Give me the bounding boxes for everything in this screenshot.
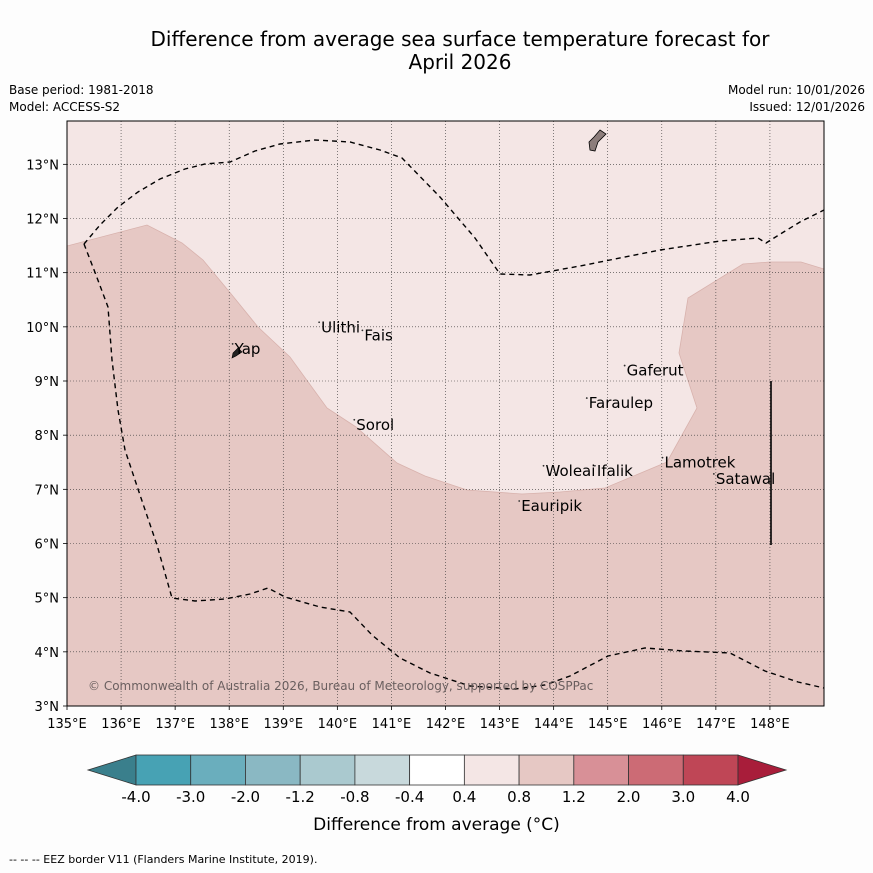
lon-tick-label: 138°E (209, 717, 249, 732)
footnote: -- -- -- EEZ border V11 (Flanders Marine… (9, 853, 318, 866)
colorbar-tick-label: 4.0 (726, 788, 750, 806)
lon-tick-label: 144°E (534, 717, 574, 732)
lon-tick-label: 146°E (642, 717, 682, 732)
colorbar-segment (682, 754, 739, 786)
yap-island (231, 347, 243, 359)
axis-labels: 135°E 136°E 137°E 138°E 139°E 140°E 141°E 142°E… (26, 158, 789, 732)
colorbar-segment (245, 754, 301, 786)
place-marker (318, 321, 321, 324)
colorbar (86, 754, 788, 786)
place-label-gaferut: Gaferut (627, 362, 684, 380)
colorbar-tick-label: -0.8 (340, 788, 370, 806)
colorbar-segment (299, 754, 356, 786)
colorbar-tick-label: -2.0 (230, 788, 261, 806)
copyright-text: © Commonwealth of Australia 2026, Bureau… (88, 679, 593, 693)
lon-tick-label: 140°E (318, 717, 358, 732)
lat-tick-label: 9°N (35, 375, 60, 390)
colorbar-extend-high (737, 754, 788, 786)
place-marker (361, 329, 364, 332)
lon-tick-label: 141°E (372, 717, 412, 732)
eez-border-west (83, 243, 824, 690)
lat-tick-label: 6°N (35, 538, 60, 553)
colorbar-tick-label: 3.0 (671, 788, 696, 806)
lon-tick-label: 142°E (426, 717, 466, 732)
meta-right: Model run: 10/01/2026 Issued: 12/01/2026 (728, 82, 865, 116)
lon-tick-label: 135°E (47, 717, 87, 732)
lon-tick-label: 137°E (155, 717, 195, 732)
title-line-1: Difference from average sea surface temp… (150, 27, 770, 51)
place-label-eauripik: Eauripik (521, 497, 582, 515)
lon-tick-label: 147°E (696, 717, 736, 732)
lat-tick-label: 4°N (35, 646, 60, 661)
colorbar-title: Difference from average (°C) (313, 815, 560, 835)
place-marker (518, 500, 521, 502)
place-marker (542, 464, 545, 467)
place-label-lamotrek: Lamotrek (664, 454, 735, 472)
colorbar-segment (190, 754, 246, 786)
lat-tick-label: 10°N (26, 321, 59, 336)
lon-tick-label: 148°E (750, 717, 790, 732)
place-label-ifalik: Ifalik (597, 462, 633, 480)
lat-tick-label: 13°N (26, 158, 59, 173)
colorbar-segment (409, 754, 465, 786)
lon-tick-label: 145°E (588, 717, 628, 732)
lon-tick-label: 136°E (101, 717, 141, 732)
base-period: Base period: 1981-2018 (9, 83, 154, 97)
place-label-sorol: Sorol (356, 416, 394, 434)
place-label-satawal: Satawal (716, 470, 775, 488)
place-label-faraulep: Faraulep (589, 394, 653, 412)
model-name: Model: ACCESS-S2 (9, 100, 121, 114)
colorbar-tick-label: 1.2 (561, 788, 586, 806)
colorbar-tick-label: -0.4 (394, 788, 425, 806)
colorbar-segment (354, 754, 411, 786)
title-line-2: April 2026 (408, 50, 512, 74)
colorbar-tick-label: 2.0 (616, 788, 641, 806)
lat-tick-label: 11°N (26, 267, 59, 282)
colorbar-tick-label: -3.0 (176, 788, 206, 806)
colorbar-tick-label: -1.2 (285, 788, 315, 806)
sst-band-0.8-1.2 (67, 224, 824, 706)
issued-date: Issued: 12/01/2026 (749, 100, 865, 114)
model-run: Model run: 10/01/2026 (727, 83, 865, 97)
graticule (67, 121, 824, 706)
colorbar-tick-label: -4.0 (121, 788, 151, 806)
lat-tick-label: 3°N (35, 700, 60, 715)
place-labels: Yap Ulithi Fais Sorol Gaferut Faraulep Woleai I… (231, 318, 775, 515)
place-marker (712, 473, 715, 475)
colorbar-segment (573, 754, 629, 786)
place-marker (594, 464, 596, 467)
place-marker (623, 364, 626, 367)
place-label-ulithi: Ulithi (321, 318, 360, 336)
lat-tick-label: 7°N (35, 483, 60, 498)
place-marker (585, 397, 588, 399)
place-label-woleai: Woleai (546, 462, 596, 480)
lon-tick-label: 139°E (264, 717, 304, 732)
place-label-fais: Fais (364, 326, 393, 344)
colorbar-extend-low (86, 754, 137, 786)
colorbar-segment (628, 754, 684, 786)
lat-tick-label: 12°N (26, 213, 59, 228)
chart-title: Difference from average sea surface temp… (60, 28, 860, 74)
meta-left: Base period: 1981-2018 Model: ACCESS-S2 (9, 82, 154, 116)
colorbar-tick-label: 0.4 (452, 788, 477, 806)
lat-tick-label: 8°N (35, 429, 60, 444)
guam-island (588, 129, 607, 152)
place-marker (231, 343, 234, 345)
lat-tick-label: 5°N (35, 592, 60, 607)
colorbar-tick-label: 0.8 (507, 788, 532, 806)
place-marker (661, 456, 664, 459)
lon-tick-label: 143°E (480, 717, 520, 732)
place-marker (353, 418, 356, 421)
colorbar-segment (135, 754, 192, 786)
colorbar-segment (463, 754, 520, 786)
colorbar-segment (518, 754, 575, 786)
eez-border-north (83, 139, 824, 276)
place-label-yap: Yap (234, 340, 261, 358)
